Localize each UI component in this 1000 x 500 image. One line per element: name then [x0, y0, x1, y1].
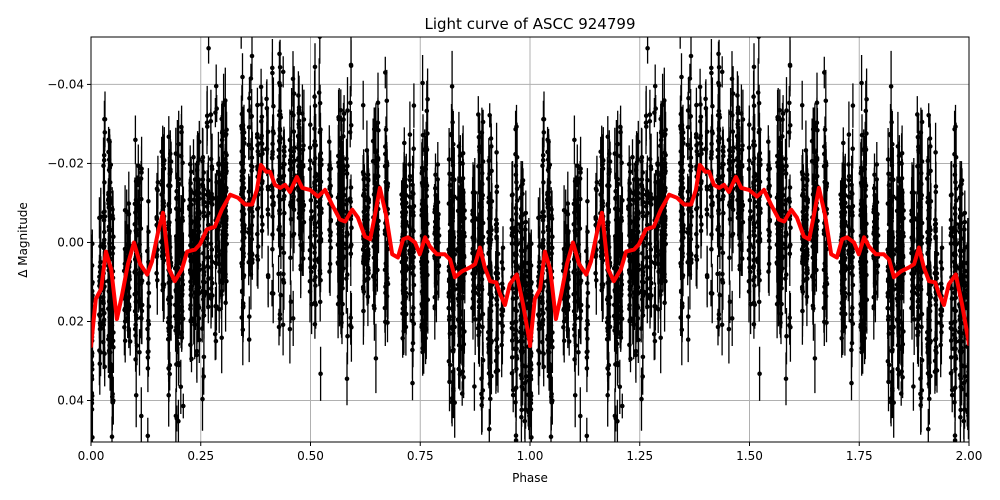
x-axis: 0.00 0.25 0.50 0.75 1.00 1.25 1.50 1.75 2.00 — [78, 442, 983, 463]
data-points — [91, 37, 969, 442]
chart-title: Light curve of ASCC 924799 — [425, 15, 636, 33]
x-tick-label: 0.75 — [407, 449, 434, 463]
x-axis-label: Phase — [512, 471, 548, 485]
y-axis-label: Δ Magnitude — [16, 202, 30, 278]
x-tick-label: 1.50 — [736, 449, 763, 463]
y-tick-label: 0.02 — [57, 314, 84, 328]
y-tick-label: −0.02 — [47, 156, 84, 170]
observation-points — [91, 37, 969, 442]
x-tick-label: 1.75 — [846, 449, 873, 463]
binned-mean-line — [91, 163, 969, 348]
x-tick-label: 1.00 — [517, 449, 544, 463]
plot-area — [90, 36, 970, 443]
x-tick-label: 0.00 — [78, 449, 105, 463]
y-axis: −0.04 −0.02 0.00 0.02 0.04 — [47, 77, 91, 408]
y-tick-label: 0.04 — [57, 394, 84, 408]
y-tick-label: −0.04 — [47, 77, 84, 91]
x-tick-label: 0.25 — [187, 449, 214, 463]
x-tick-label: 1.25 — [626, 449, 653, 463]
y-tick-label: 0.00 — [57, 235, 84, 249]
x-tick-label: 0.50 — [297, 449, 324, 463]
x-tick-label: 2.00 — [956, 449, 983, 463]
binned-mean-curve — [91, 163, 969, 348]
